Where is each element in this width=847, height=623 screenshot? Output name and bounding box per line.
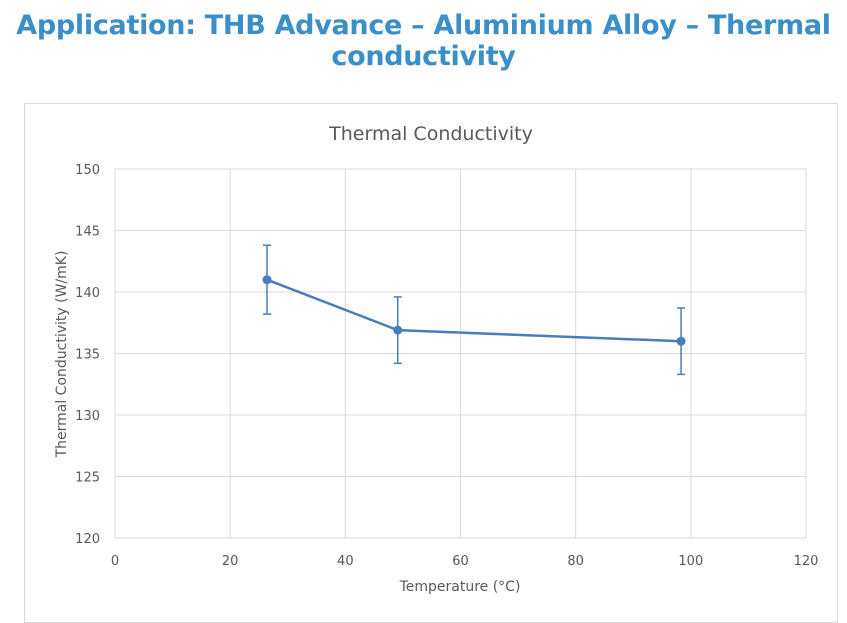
x-tick-label: 60 <box>452 554 469 569</box>
series-line <box>266 278 682 343</box>
y-tick-label: 150 <box>75 163 100 178</box>
y-tick-label: 120 <box>75 532 100 547</box>
data-point <box>393 325 403 335</box>
y-axis-label: Thermal Conductivity (W/mK) <box>54 251 70 459</box>
x-tick-label: 120 <box>794 554 819 569</box>
y-tick-label: 145 <box>75 225 100 240</box>
thermal-conductivity-chart: 120 125 130 135 140 145 150 0 20 40 60 80 100 120 Ther… <box>54 123 819 595</box>
data-point <box>676 336 686 346</box>
x-tick-label: 100 <box>678 554 703 569</box>
y-tick-label: 140 <box>75 286 100 301</box>
x-tick-label: 20 <box>222 554 239 569</box>
y-tick-label: 125 <box>75 471 100 486</box>
x-axis-label: Temperature (°C) <box>399 579 521 595</box>
page-title: Application: THB Advance – Aluminium All… <box>16 10 831 72</box>
y-tick-label: 135 <box>75 348 100 363</box>
x-tick-label: 0 <box>111 554 119 569</box>
chart-title: Thermal Conductivity <box>328 123 533 145</box>
data-point <box>262 275 272 285</box>
y-tick-label: 130 <box>75 409 100 424</box>
x-tick-label: 40 <box>337 554 354 569</box>
x-tick-label: 80 <box>567 554 584 569</box>
